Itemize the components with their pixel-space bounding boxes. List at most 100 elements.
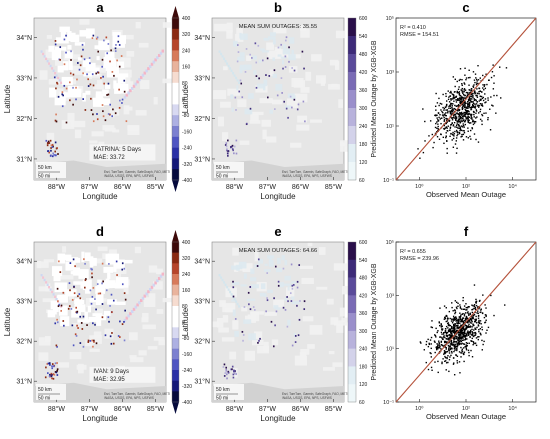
data-point (459, 115, 462, 118)
data-point (467, 103, 469, 106)
basemap-region (218, 327, 229, 333)
data-point (458, 79, 461, 82)
data-point (453, 133, 456, 135)
colorbar-tick-label: 320 (182, 256, 191, 262)
basemap-region (212, 321, 219, 328)
colorbar-segment (348, 366, 356, 385)
county-patch (259, 292, 265, 297)
data-point (448, 105, 450, 108)
data-point (478, 308, 480, 310)
county-patch (58, 305, 68, 316)
data-point (434, 126, 437, 129)
county-patch (73, 281, 86, 285)
data-point (447, 324, 450, 326)
data-point (455, 129, 458, 132)
data-point (459, 114, 461, 116)
data-point (475, 94, 477, 97)
outage-pixel (114, 47, 117, 50)
basemap-region (143, 297, 156, 308)
data-point (461, 84, 463, 87)
county-patch (288, 37, 295, 44)
basemap-region (263, 341, 269, 352)
lat-tick-label: 34°N (16, 34, 32, 42)
data-point (472, 335, 474, 337)
data-point (453, 344, 455, 346)
data-point (477, 106, 480, 108)
data-point (473, 284, 476, 286)
data-point (476, 116, 478, 118)
data-point (453, 100, 455, 102)
outage-pixel (52, 152, 54, 155)
basemap-region (316, 286, 328, 290)
basemap-region (336, 324, 344, 333)
data-point (459, 102, 461, 104)
data-point (445, 360, 447, 362)
basemap-region (107, 273, 122, 283)
data-point (464, 324, 466, 327)
data-point (438, 347, 441, 349)
basemap-region (338, 99, 344, 108)
data-point (495, 112, 497, 114)
county-patch (51, 266, 63, 277)
basemap-region (299, 24, 306, 31)
outage-pixel (242, 339, 244, 342)
data-point (451, 108, 454, 110)
outage-pixel (69, 262, 72, 265)
outage-pixel (74, 265, 76, 268)
data-point (455, 126, 458, 128)
outage-pixel (87, 341, 90, 343)
outage-pixel (296, 286, 299, 289)
data-point (465, 306, 468, 309)
data-point (443, 305, 446, 307)
outage-pixel (234, 372, 237, 375)
data-point (443, 350, 446, 352)
data-point (472, 92, 474, 95)
data-point (470, 101, 472, 103)
data-point (492, 88, 495, 90)
county-patch (52, 304, 57, 315)
data-point (459, 95, 462, 97)
data-point (460, 338, 462, 340)
county-patch (65, 289, 77, 297)
basemap-region (89, 335, 102, 344)
colorbar-segment (172, 306, 179, 317)
county-patch (105, 84, 111, 89)
data-point (465, 327, 467, 330)
data-point (459, 333, 462, 336)
outage-pixel (108, 262, 110, 265)
data-point (465, 116, 467, 118)
artifact-strip (52, 69, 55, 72)
data-point (464, 101, 466, 104)
y-axis-label: Predicted Mean Outage by XGB-XGB (371, 40, 378, 157)
outage-pixel (277, 46, 280, 49)
county-patch (263, 38, 266, 41)
outage-pixel (79, 342, 82, 344)
county-patch (105, 39, 110, 45)
artifact-strip (229, 67, 232, 70)
data-point (436, 127, 438, 129)
outage-pixel (107, 316, 110, 319)
data-point (445, 126, 448, 129)
outage-pixel (111, 70, 114, 73)
data-point (437, 360, 439, 363)
data-point (457, 334, 460, 336)
outage-pixel (99, 292, 102, 295)
outage-pixel (121, 323, 124, 326)
data-point (448, 101, 451, 103)
outage-pixel (282, 67, 284, 70)
data-point (465, 341, 468, 344)
data-point (448, 341, 451, 343)
lat-tick-label: 31°N (16, 155, 32, 163)
data-point (454, 126, 456, 128)
outage-pixel (76, 310, 79, 313)
county-patch (282, 48, 291, 55)
data-point (465, 109, 468, 112)
data-point (465, 77, 468, 79)
colorbar-tick-label: -240 (182, 368, 192, 374)
outage-pixel (82, 345, 85, 348)
outage-pixel (232, 376, 235, 379)
outage-pixel (249, 286, 252, 288)
data-point (484, 93, 486, 95)
county-patch (284, 259, 288, 266)
outage-pixel (87, 85, 90, 87)
